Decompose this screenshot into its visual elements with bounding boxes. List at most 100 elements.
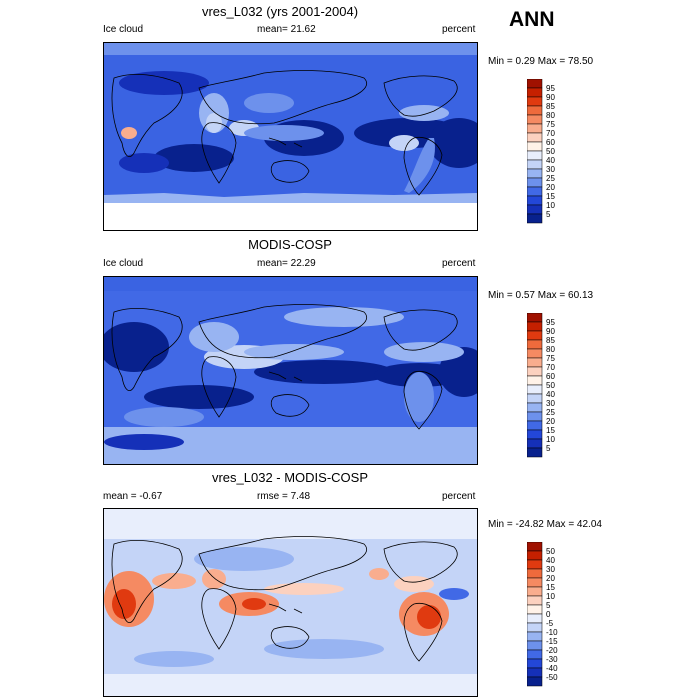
- colorbar-box: [527, 79, 543, 89]
- colorbar-box: [527, 402, 543, 413]
- colorbar-box: [527, 366, 543, 377]
- colorbar-box: [527, 313, 543, 323]
- colorbar-tick-label: -40: [546, 664, 558, 673]
- colorbar-box: [527, 622, 543, 633]
- colorbar-tick-label: 50: [546, 547, 555, 556]
- colorbar-box: [527, 321, 543, 332]
- panel1-left-label: Ice cloud: [103, 24, 144, 35]
- colorbar-tick-label: -10: [546, 628, 558, 637]
- colorbar-box: [527, 604, 543, 615]
- colorbar-tick-label: -50: [546, 673, 558, 682]
- panel2-colorbar: 95 90 85 80 75 70 60 50 40 30 25 20 15 10 5: [527, 313, 587, 459]
- colorbar-box: [527, 658, 543, 669]
- colorbar-box: [527, 568, 543, 579]
- panel2-map-field: [104, 277, 477, 464]
- colorbar-box: [527, 429, 543, 440]
- colorbar-tick-label: 80: [546, 111, 555, 120]
- colorbar-tick-label: 75: [546, 354, 555, 363]
- panel2-minmax: Min = 0.57 Max = 60.13: [488, 290, 594, 301]
- colorbar-tick-label: 90: [546, 327, 555, 336]
- colorbar-box: [527, 114, 543, 125]
- panel3-mean-label: mean = -0.67: [103, 491, 163, 502]
- colorbar-tick-label: 85: [546, 336, 555, 345]
- colorbar-box: [527, 150, 543, 161]
- panel1-minmax: Min = 0.29 Max = 78.50: [488, 56, 594, 67]
- panel2-units-label: percent: [442, 258, 476, 269]
- colorbar-tick-label: -5: [546, 619, 554, 628]
- panel2-title: MODIS-COSP: [248, 237, 332, 252]
- colorbar-box: [527, 357, 543, 368]
- panel3-map-field: [104, 509, 477, 696]
- colorbar-tick-label: 10: [546, 201, 555, 210]
- panel1-mean-label: mean= 21.62: [257, 24, 316, 35]
- panel1-map-field: [104, 43, 477, 230]
- colorbar-tick-label: 75: [546, 120, 555, 129]
- colorbar-tick-label: -20: [546, 646, 558, 655]
- colorbar-box: [527, 438, 543, 449]
- colorbar-box: [527, 105, 543, 116]
- colorbar-tick-label: 40: [546, 156, 555, 165]
- colorbar-tick-label: 25: [546, 174, 555, 183]
- colorbar-box: [527, 631, 543, 642]
- colorbar-box: [527, 330, 543, 341]
- colorbar-box: [527, 87, 543, 98]
- colorbar-box: [527, 132, 543, 143]
- colorbar-box: [527, 559, 543, 570]
- colorbar-tick-label: 90: [546, 93, 555, 102]
- colorbar-tick-label: 70: [546, 363, 555, 372]
- colorbar-tick-label: 85: [546, 102, 555, 111]
- colorbar-tick-label: -30: [546, 655, 558, 664]
- colorbar-box: [527, 186, 543, 197]
- colorbar-box: [527, 348, 543, 359]
- panel3-colorbar: 50 40 30 20 15 10 5 0 -5 -10 -15 -20 -30 -40 -50: [527, 542, 587, 688]
- colorbar-box: [527, 195, 543, 206]
- colorbar-box: [527, 595, 543, 606]
- colorbar-box: [527, 339, 543, 350]
- panel2-mean-label: mean= 22.29: [257, 258, 316, 269]
- colorbar-tick-label: 80: [546, 345, 555, 354]
- colorbar-box: [527, 613, 543, 624]
- colorbar-box: [527, 550, 543, 561]
- colorbar-tick-label: 5: [546, 444, 551, 453]
- season-label: ANN: [509, 8, 555, 31]
- colorbar-tick-label: 5: [546, 601, 551, 610]
- colorbar-tick-label: 5: [546, 210, 551, 219]
- colorbar-box: [527, 213, 543, 224]
- colorbar-tick-label: 20: [546, 417, 555, 426]
- panel1-map: [103, 42, 478, 231]
- colorbar-tick-label: 60: [546, 138, 555, 147]
- colorbar-box: [527, 375, 543, 386]
- colorbar-box: [527, 420, 543, 431]
- colorbar-tick-label: 15: [546, 583, 555, 592]
- colorbar-tick-label: 0: [546, 610, 551, 619]
- panel3-minmax: Min = -24.82 Max = 42.04: [488, 519, 602, 530]
- panel2-map: [103, 276, 478, 465]
- colorbar-tick-label: 20: [546, 574, 555, 583]
- colorbar-tick-label: 10: [546, 592, 555, 601]
- colorbar-tick-label: 95: [546, 84, 555, 93]
- colorbar-box: [527, 384, 543, 395]
- panel3-title: vres_L032 - MODIS-COSP: [211, 470, 369, 485]
- colorbar-tick-label: 15: [546, 192, 555, 201]
- panel2-left-label: Ice cloud: [103, 258, 144, 269]
- colorbar-tick-label: 30: [546, 565, 555, 574]
- colorbar-box: [527, 447, 543, 458]
- colorbar-box: [527, 649, 543, 660]
- colorbar-box: [527, 96, 543, 107]
- colorbar-box: [527, 204, 543, 215]
- colorbar-box: [527, 123, 543, 134]
- colorbar-tick-label: 30: [546, 399, 555, 408]
- colorbar-box: [527, 177, 543, 188]
- colorbar-tick-label: 25: [546, 408, 555, 417]
- colorbar-box: [527, 141, 543, 152]
- colorbar-tick-label: 70: [546, 129, 555, 138]
- colorbar-tick-label: 30: [546, 165, 555, 174]
- colorbar-tick-label: 40: [546, 390, 555, 399]
- colorbar-box: [527, 411, 543, 422]
- colorbar-box: [527, 640, 543, 651]
- colorbar-box: [527, 168, 543, 179]
- panel3-map: [103, 508, 478, 697]
